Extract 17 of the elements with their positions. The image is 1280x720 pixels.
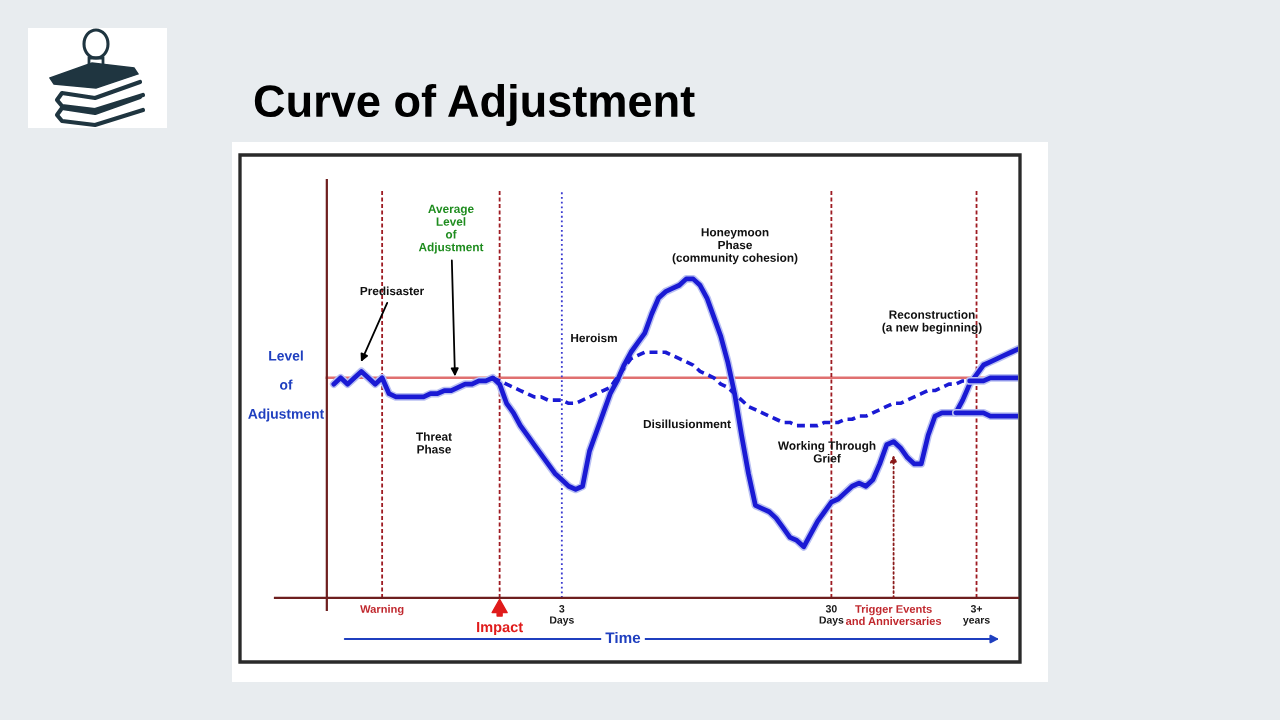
annotation: Heroism [571,333,617,343]
x-axis-title: Time [605,631,641,644]
x-tick-label: Warning [360,604,404,616]
annotation: Predisaster [360,286,424,296]
annotation: Threat Phase [416,432,452,454]
x-tick-label: Impact [477,622,523,636]
ref-line-label: Average Level of Adjustment [418,204,484,254]
chart-title: Curve of Adjustment [254,83,695,127]
x-tick-label: 3+ years [963,605,990,626]
x-tick-label: 3 Days [550,605,574,626]
annotation: Working Through Grief [777,441,876,463]
annotation: Disillusionment [643,419,731,429]
text: Honeymoon Phase (community cohesion) [672,228,798,265]
annotation: Reconstruction (a new beginning) [882,310,982,334]
x-tick-label: Trigger Events and Anniversaries [845,604,942,625]
x-tick-label: 30 Days [819,605,844,626]
text: Level of Adjustment [248,350,325,422]
